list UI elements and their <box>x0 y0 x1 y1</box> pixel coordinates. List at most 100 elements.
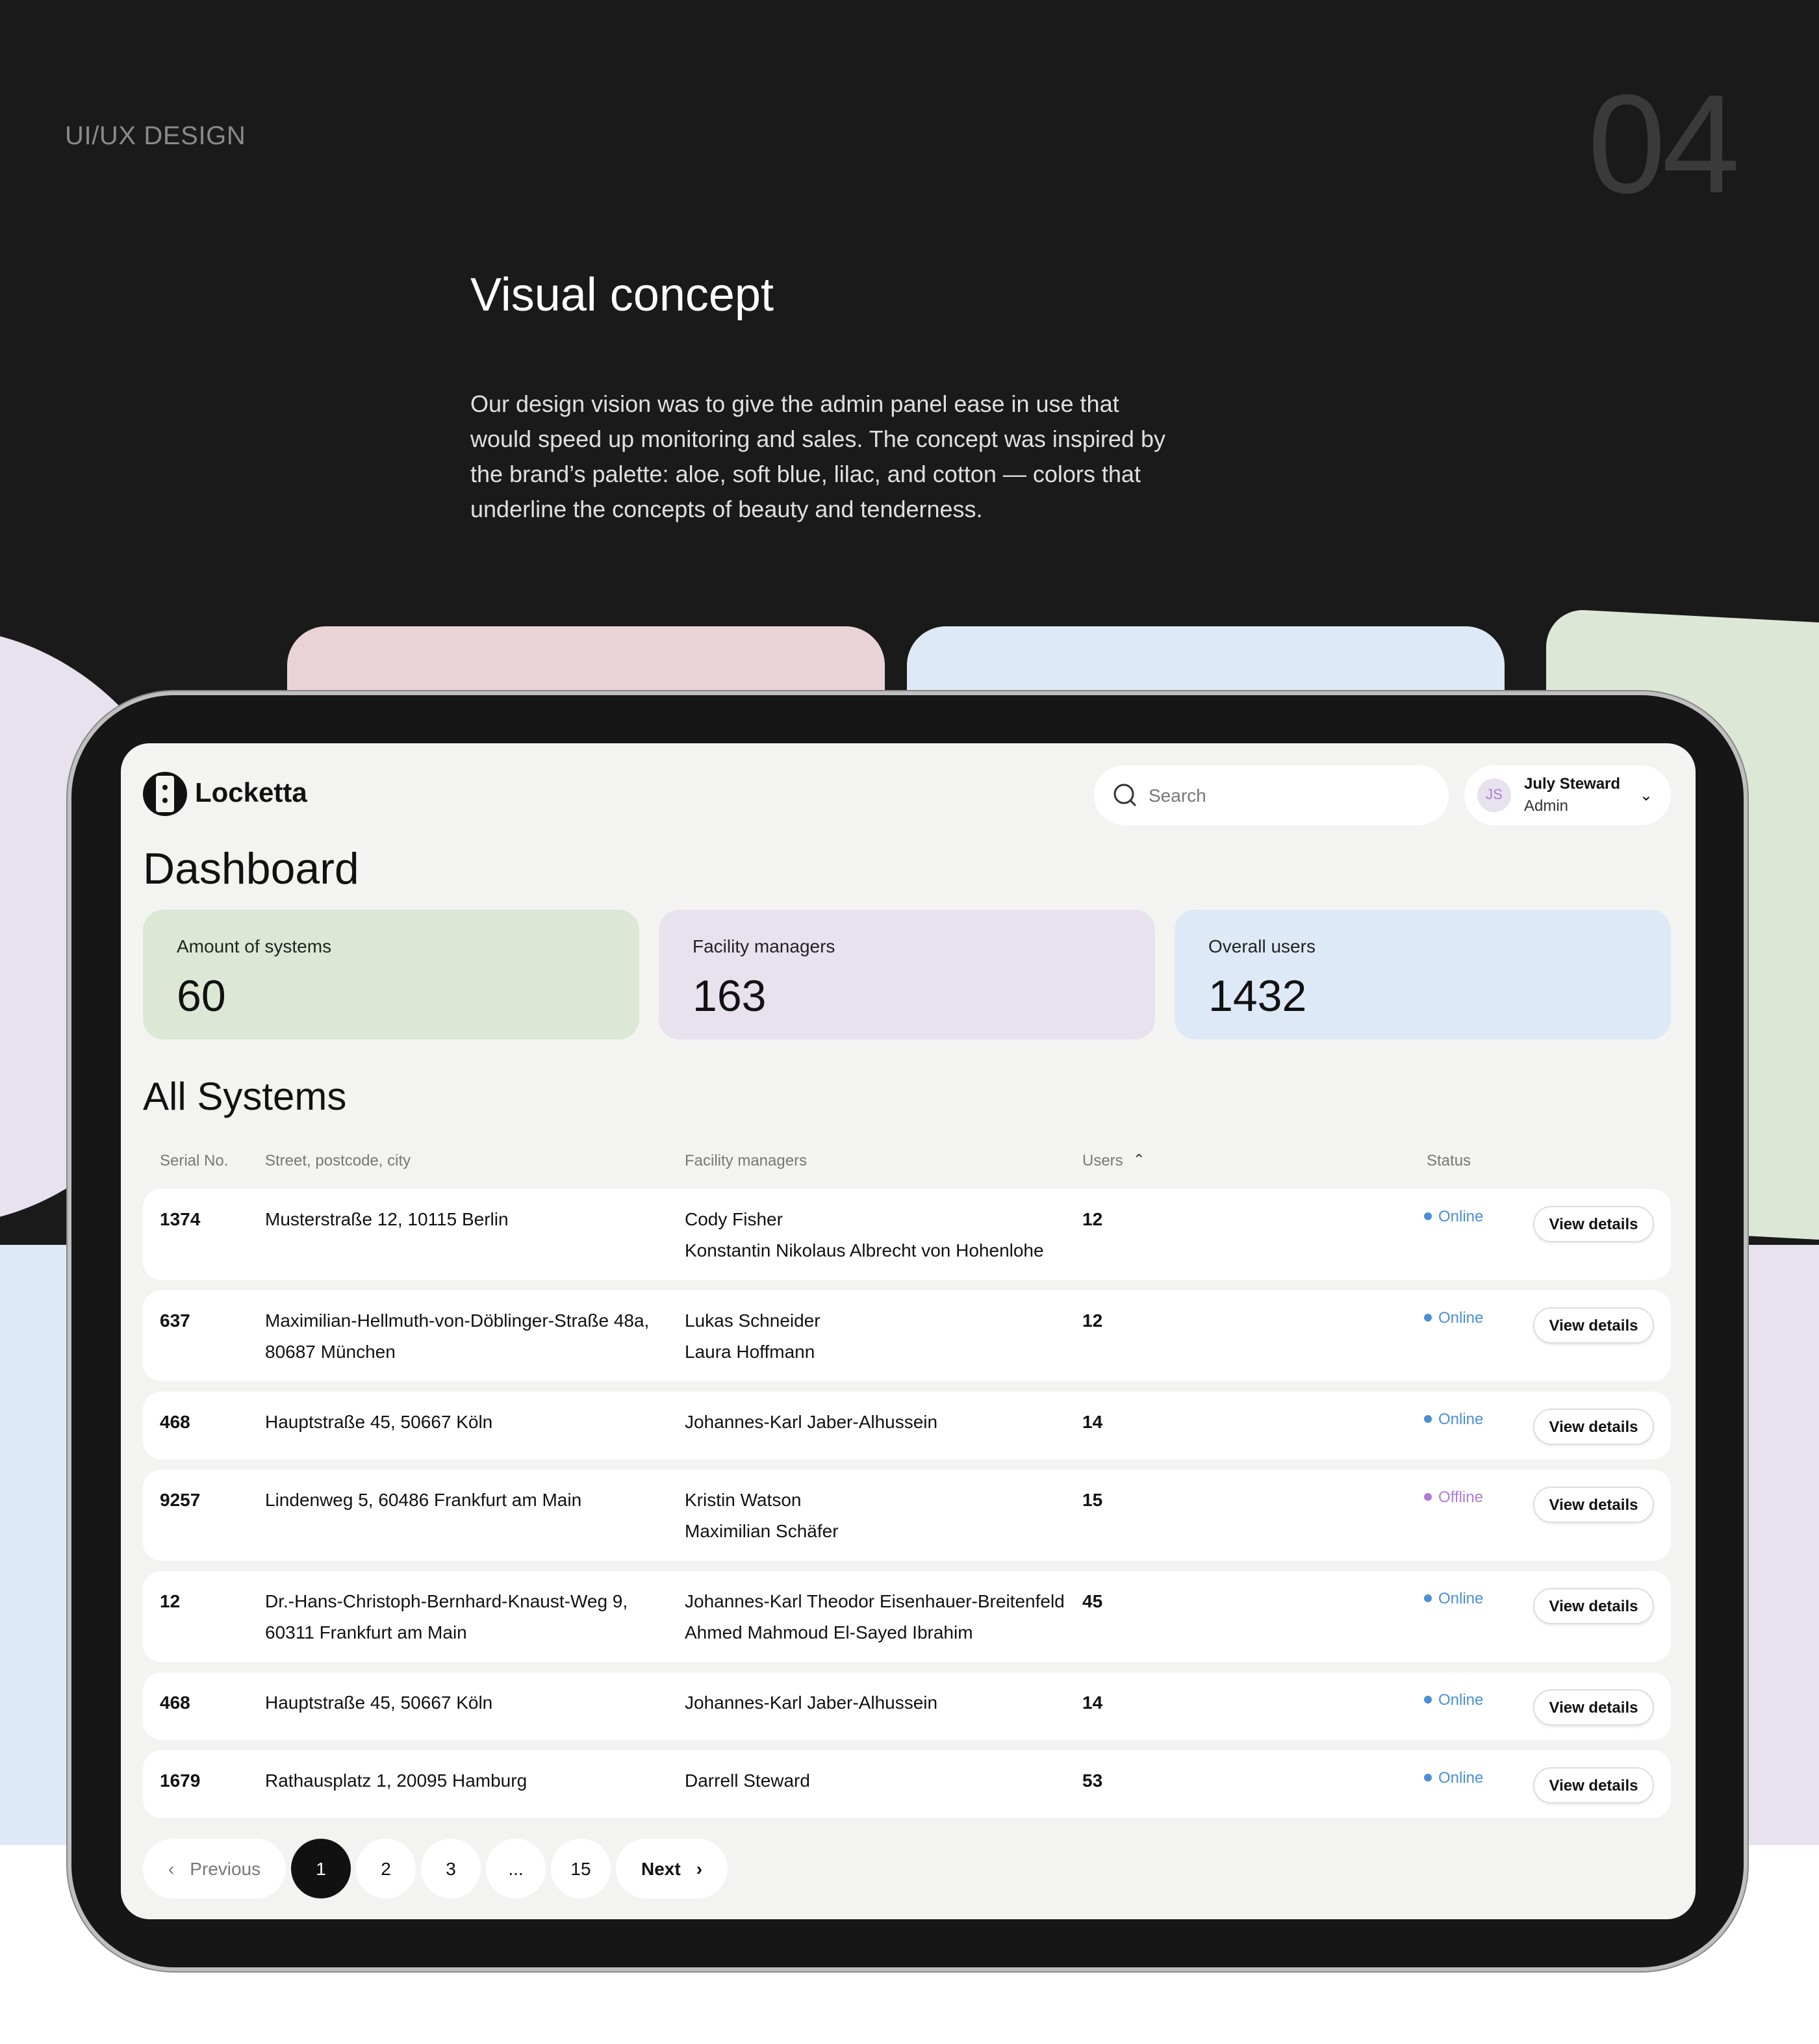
stat-value: 60 <box>177 972 226 1021</box>
serial-number: 637 <box>160 1310 190 1331</box>
facility-managers: Lukas Schneider Laura Hoffmann <box>685 1305 1075 1367</box>
manager-name: Konstantin Nikolaus Albrecht von Hohenlo… <box>685 1240 1044 1260</box>
page-button-15[interactable]: 15 <box>551 1839 611 1898</box>
decor-lilac-strip <box>1741 1245 1819 1845</box>
previous-button[interactable]: ‹ Previous <box>143 1839 286 1898</box>
col-serial[interactable]: Serial No. <box>160 1151 229 1169</box>
tablet-screen: Locketta JS July Steward Admin ⌄ Dashboa… <box>121 743 1696 1919</box>
user-menu[interactable]: JS July Steward Admin ⌄ <box>1464 765 1671 825</box>
manager-name: Ahmed Mahmoud El-Sayed Ibrahim <box>685 1622 973 1642</box>
col-users[interactable]: Users <box>1082 1151 1123 1169</box>
users-count: 14 <box>1082 1411 1103 1432</box>
page-ellipsis[interactable]: ... <box>486 1839 546 1898</box>
stat-value: 163 <box>693 972 767 1021</box>
status-dot-icon <box>1424 1314 1432 1322</box>
systems-title: All Systems <box>143 1076 347 1119</box>
avatar: JS <box>1477 778 1511 812</box>
status-badge: Offline <box>1424 1484 1483 1510</box>
address: Maximilian-Hellmuth-von-Döblinger-Straße… <box>265 1310 650 1362</box>
stat-card-systems: Amount of systems 60 <box>143 910 639 1040</box>
status-badge: Online <box>1424 1585 1483 1611</box>
view-details-button[interactable]: View details <box>1533 1487 1654 1523</box>
serial-number: 12 <box>160 1590 181 1611</box>
address: Rathausplatz 1, 20095 Hamburg <box>265 1770 528 1791</box>
manager-name: Laura Hoffmann <box>685 1341 815 1362</box>
page-button-2[interactable]: 2 <box>356 1839 416 1898</box>
page-button-1[interactable]: 1 <box>291 1839 351 1898</box>
users-count: 53 <box>1082 1770 1103 1791</box>
serial-number: 468 <box>160 1692 190 1713</box>
users-count: 15 <box>1082 1489 1103 1510</box>
next-button[interactable]: Next › <box>616 1839 728 1898</box>
manager-name: Johannes-Karl Jaber-Alhussein <box>685 1692 938 1713</box>
users-count: 12 <box>1082 1310 1103 1331</box>
status-dot-icon <box>1424 1696 1432 1704</box>
manager-name: Lukas Schneider <box>685 1310 820 1331</box>
manager-name: Cody Fisher <box>685 1208 783 1229</box>
status-text: Online <box>1438 1309 1484 1327</box>
serial-number: 1374 <box>160 1208 201 1229</box>
status-text: Offline <box>1438 1488 1483 1506</box>
manager-name: Johannes-Karl Theodor Eisenhauer-Breiten… <box>685 1590 1065 1611</box>
sort-icon[interactable]: ⌃ <box>1133 1153 1145 1168</box>
address: Hauptstraße 45, 50667 Köln <box>265 1692 493 1713</box>
table-row: 1374 Musterstraße 12, 10115 Berlin Cody Fi… <box>143 1189 1671 1280</box>
brand-name: Locketta <box>195 778 307 808</box>
address: Musterstraße 12, 10115 Berlin <box>265 1208 509 1229</box>
address: Hauptstraße 45, 50667 Köln <box>265 1411 493 1432</box>
status-dot-icon <box>1424 1493 1432 1501</box>
users-count: 45 <box>1082 1590 1103 1611</box>
page-title: Dashboard <box>143 845 359 894</box>
facility-managers: Johannes-Karl Jaber-Alhussein <box>685 1406 1075 1437</box>
serial-number: 1679 <box>160 1770 201 1791</box>
status-text: Online <box>1438 1769 1484 1787</box>
col-address[interactable]: Street, postcode, city <box>265 1151 411 1169</box>
status-badge: Online <box>1424 1305 1483 1331</box>
view-details-button[interactable]: View details <box>1533 1689 1654 1726</box>
view-details-button[interactable]: View details <box>1533 1409 1654 1445</box>
stat-label: Facility managers <box>693 936 835 956</box>
status-dot-icon <box>1424 1415 1432 1423</box>
view-details-button[interactable]: View details <box>1533 1206 1654 1242</box>
manager-name: Maximilian Schäfer <box>685 1520 839 1541</box>
status-badge: Online <box>1424 1203 1483 1229</box>
table-row: 468 Hauptstraße 45, 50667 Köln Johannes-Ka… <box>143 1672 1671 1740</box>
view-details-button[interactable]: View details <box>1533 1588 1654 1624</box>
col-managers[interactable]: Facility managers <box>685 1151 808 1169</box>
col-status[interactable]: Status <box>1427 1151 1471 1169</box>
chevron-down-icon[interactable]: ⌄ <box>1639 786 1653 804</box>
manager-name: Kristin Watson <box>685 1489 802 1510</box>
facility-managers: Cody Fisher Konstantin Nikolaus Albrecht … <box>685 1203 1075 1266</box>
status-dot-icon <box>1424 1594 1432 1602</box>
stat-label: Overall users <box>1208 936 1316 956</box>
next-label: Next <box>641 1858 681 1879</box>
status-text: Online <box>1438 1410 1484 1428</box>
previous-label: Previous <box>190 1858 261 1879</box>
users-count: 14 <box>1082 1692 1103 1713</box>
section-number: 04 <box>1588 65 1740 222</box>
user-role: Admin <box>1524 797 1569 815</box>
status-text: Online <box>1438 1691 1484 1709</box>
page-button-3[interactable]: 3 <box>421 1839 481 1898</box>
search-box[interactable] <box>1094 765 1449 825</box>
facility-managers: Darrell Steward <box>685 1765 1075 1796</box>
status-text: Online <box>1438 1589 1484 1607</box>
facility-managers: Kristin Watson Maximilian Schäfer <box>685 1484 1075 1546</box>
view-details-button[interactable]: View details <box>1533 1767 1654 1804</box>
section-description: Our design vision was to give the admin … <box>470 391 1165 522</box>
address: Lindenweg 5, 60486 Frankfurt am Main <box>265 1489 582 1510</box>
status-badge: Online <box>1424 1765 1483 1791</box>
pagination: ‹ Previous 1 2 3 ... 15 Next › <box>143 1839 728 1898</box>
status-dot-icon <box>1424 1212 1432 1220</box>
table-row: 12 Dr.-Hans-Christoph-Bernhard-Knaust-Weg… <box>143 1571 1671 1662</box>
stat-label: Amount of systems <box>177 936 332 956</box>
brand-logo[interactable]: Locketta <box>143 772 307 816</box>
stat-card-users: Overall users 1432 <box>1175 910 1671 1040</box>
serial-number: 9257 <box>160 1489 201 1510</box>
decor-blue-strip <box>0 1245 78 1845</box>
search-input[interactable] <box>1149 785 1408 806</box>
manager-name: Johannes-Karl Jaber-Alhussein <box>685 1411 938 1432</box>
status-dot-icon <box>1424 1774 1432 1782</box>
status-badge: Online <box>1424 1687 1483 1713</box>
view-details-button[interactable]: View details <box>1533 1307 1654 1344</box>
